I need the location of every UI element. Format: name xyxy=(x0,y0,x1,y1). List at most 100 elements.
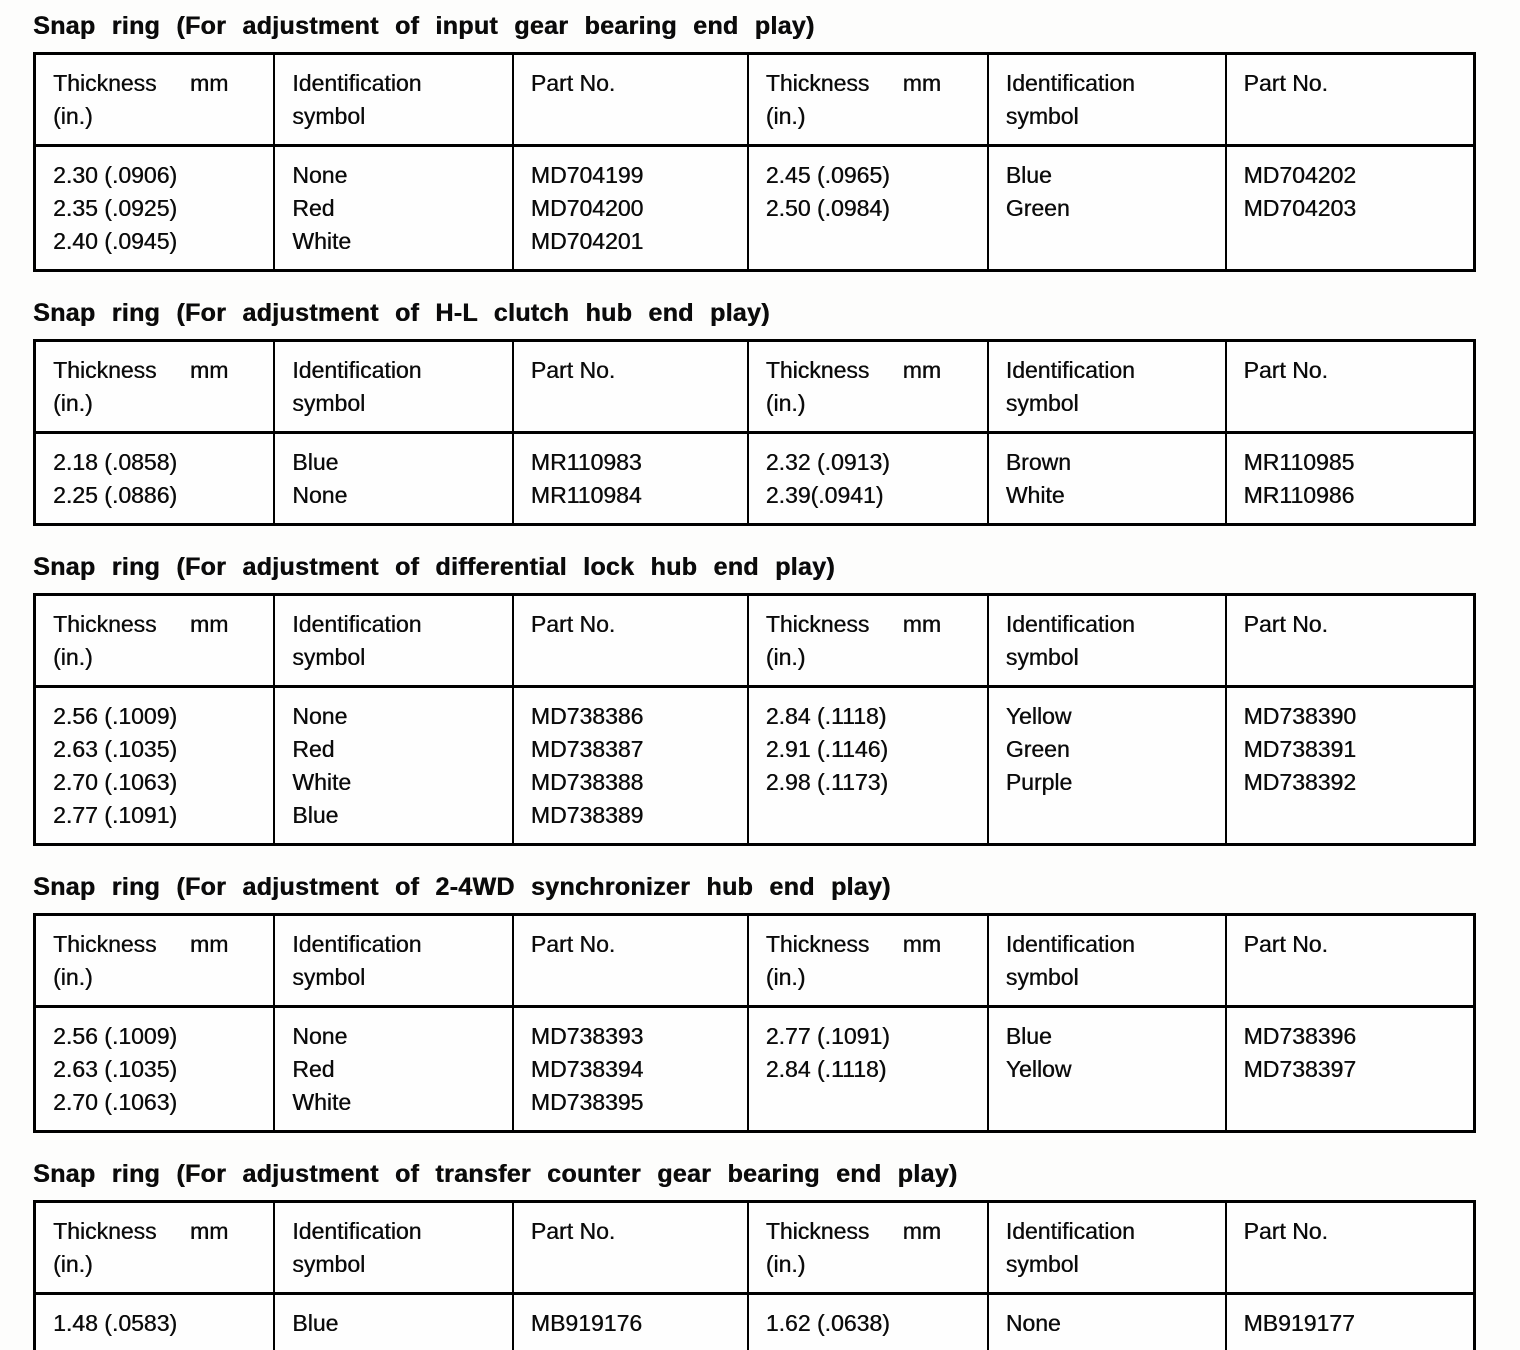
section-differential-lock-hub: Snap ring (For adjustment of differentia… xyxy=(33,553,1486,846)
header-part-left: Part No. xyxy=(514,1203,749,1292)
header-part-line1: Part No. xyxy=(1243,1218,1328,1244)
header-part-line1: Part No. xyxy=(530,611,616,637)
section-title: Snap ring (For adjustment of differentia… xyxy=(33,553,835,581)
header-part-left: Part No. xyxy=(514,916,749,1005)
snap-ring-table: Thickness mm (in.) Identification symbol P… xyxy=(33,52,1476,272)
part-values-left: MD704199 MD704200 MD704201 xyxy=(514,147,749,269)
snap-ring-table: Thickness mm (in.) Identification symbol P… xyxy=(33,1200,1476,1350)
header-thickness-line1: Thickness mm xyxy=(53,70,229,96)
header-thickness-right: Thickness mm (in.) xyxy=(749,596,989,685)
header-symbol-line2: symbol xyxy=(1005,964,1079,990)
header-thickness-line2: (in.) xyxy=(53,103,93,129)
thickness-values-right: 2.45 (.0965) 2.50 (.0984) xyxy=(749,147,989,269)
header-thickness-line2: (in.) xyxy=(765,1251,806,1277)
symbol-values-right: None xyxy=(989,1295,1227,1350)
part-values-left: MR110983 MR110984 xyxy=(514,434,749,523)
header-thickness-line2: (in.) xyxy=(765,964,806,990)
snap-ring-table: Thickness mm (in.) Identification symbol P… xyxy=(33,339,1476,526)
symbol-values-right: Yellow Green Purple xyxy=(989,688,1227,843)
header-symbol-line2: symbol xyxy=(1005,103,1079,129)
section-title: Snap ring (For adjustment of 2-4WD synch… xyxy=(33,873,891,901)
header-symbol-left: Identification symbol xyxy=(275,916,514,1005)
header-part-line1: Part No. xyxy=(530,931,616,957)
section-24wd-synchronizer-hub: Snap ring (For adjustment of 2-4WD synch… xyxy=(33,873,1486,1133)
header-thickness-line1: Thickness mm xyxy=(53,931,229,957)
header-thickness-left: Thickness mm (in.) xyxy=(36,596,276,685)
part-values-left: MD738386 MD738387 MD738388 MD738389 xyxy=(514,688,749,843)
symbol-values-left: None Red White xyxy=(275,1008,514,1130)
section-title: Snap ring (For adjustment of H-L clutch … xyxy=(33,299,770,327)
thickness-values-left: 2.56 (.1009) 2.63 (.1035) 2.70 (.1063) xyxy=(36,1008,276,1130)
header-thickness-left: Thickness mm (in.) xyxy=(36,342,276,431)
header-symbol-line2: symbol xyxy=(1005,644,1079,670)
header-thickness-left: Thickness mm (in.) xyxy=(36,55,276,144)
header-part-line1: Part No. xyxy=(530,357,616,383)
header-part-line1: Part No. xyxy=(530,70,616,96)
header-part-right: Part No. xyxy=(1227,342,1473,431)
header-thickness-right: Thickness mm (in.) xyxy=(749,1203,989,1292)
header-thickness-line2: (in.) xyxy=(53,390,93,416)
header-thickness-right: Thickness mm (in.) xyxy=(749,342,989,431)
symbol-values-left: None Red White xyxy=(275,147,514,269)
header-thickness-line1: Thickness mm xyxy=(53,357,229,383)
section-transfer-counter-gear: Snap ring (For adjustment of transfer co… xyxy=(33,1160,1486,1350)
header-thickness-left: Thickness mm (in.) xyxy=(36,916,276,1005)
thickness-values-left: 1.48 (.0583) xyxy=(36,1295,276,1350)
section-title: Snap ring (For adjustment of transfer co… xyxy=(33,1160,958,1188)
header-symbol-line2: symbol xyxy=(292,964,366,990)
table-data-row: 2.30 (.0906) 2.35 (.0925) 2.40 (.0945) N… xyxy=(36,147,1473,269)
part-values-left: MB919176 xyxy=(514,1295,749,1350)
part-values-right: MD738396 MD738397 xyxy=(1243,1023,1357,1082)
header-part-right: Part No. xyxy=(1227,1203,1473,1292)
header-symbol-line1: Identification xyxy=(1005,357,1135,383)
header-thickness-line1: Thickness mm xyxy=(765,931,941,957)
thickness-values-right: 2.32 (.0913) 2.39(.0941) xyxy=(749,434,989,523)
header-symbol-right: Identification symbol xyxy=(989,55,1227,144)
header-part-right: Part No. xyxy=(1227,596,1473,685)
header-symbol-left: Identification symbol xyxy=(275,1203,514,1292)
section-title: Snap ring (For adjustment of input gear … xyxy=(33,12,815,40)
header-symbol-line1: Identification xyxy=(292,357,422,383)
thickness-values-left: 2.30 (.0906) 2.35 (.0925) 2.40 (.0945) xyxy=(36,147,276,269)
symbol-values-right: Blue Green xyxy=(989,147,1227,269)
header-symbol-left: Identification symbol xyxy=(275,55,514,144)
section-input-gear-bearing: Snap ring (For adjustment of input gear … xyxy=(33,12,1486,272)
thickness-values-left: 2.18 (.0858) 2.25 (.0886) xyxy=(36,434,276,523)
part-values-right: MB919177 xyxy=(1243,1310,1355,1336)
header-symbol-line2: symbol xyxy=(292,103,366,129)
symbol-values-left: None Red White Blue xyxy=(275,688,514,843)
symbol-values-left: Blue xyxy=(275,1295,514,1350)
header-thickness-line1: Thickness mm xyxy=(765,357,941,383)
header-thickness-line2: (in.) xyxy=(53,1251,93,1277)
header-part-left: Part No. xyxy=(514,342,749,431)
header-symbol-left: Identification symbol xyxy=(275,596,514,685)
table-header-row: Thickness mm (in.) Identification symbol P… xyxy=(36,342,1473,434)
header-symbol-line1: Identification xyxy=(1005,1218,1135,1244)
header-thickness-line1: Thickness mm xyxy=(765,611,941,637)
section-hl-clutch-hub: Snap ring (For adjustment of H-L clutch … xyxy=(33,299,1486,526)
header-part-line1: Part No. xyxy=(1243,70,1328,96)
header-thickness-line1: Thickness mm xyxy=(53,611,229,637)
header-thickness-left: Thickness mm (in.) xyxy=(36,1203,276,1292)
table-data-row: 2.56 (.1009) 2.63 (.1035) 2.70 (.1063) 2… xyxy=(36,688,1473,843)
table-header-row: Thickness mm (in.) Identification symbol P… xyxy=(36,55,1473,147)
header-part-line1: Part No. xyxy=(530,1218,616,1244)
header-thickness-line2: (in.) xyxy=(765,644,806,670)
part-values-right: MD704202 MD704203 xyxy=(1243,162,1357,221)
header-symbol-right: Identification symbol xyxy=(989,916,1227,1005)
header-symbol-line2: symbol xyxy=(292,390,366,416)
snap-ring-table: Thickness mm (in.) Identification symbol P… xyxy=(33,913,1476,1133)
header-part-left: Part No. xyxy=(514,596,749,685)
header-symbol-right: Identification symbol xyxy=(989,1203,1227,1292)
thickness-values-right: 1.62 (.0638) xyxy=(749,1295,989,1350)
header-symbol-line1: Identification xyxy=(292,931,422,957)
table-header-row: Thickness mm (in.) Identification symbol P… xyxy=(36,1203,1473,1295)
header-part-left: Part No. xyxy=(514,55,749,144)
table-header-row: Thickness mm (in.) Identification symbol P… xyxy=(36,916,1473,1008)
header-symbol-line1: Identification xyxy=(1005,70,1135,96)
header-thickness-right: Thickness mm (in.) xyxy=(749,916,989,1005)
header-thickness-line2: (in.) xyxy=(53,644,93,670)
header-symbol-right: Identification symbol xyxy=(989,342,1227,431)
header-symbol-line1: Identification xyxy=(292,611,422,637)
header-thickness-line2: (in.) xyxy=(765,390,806,416)
